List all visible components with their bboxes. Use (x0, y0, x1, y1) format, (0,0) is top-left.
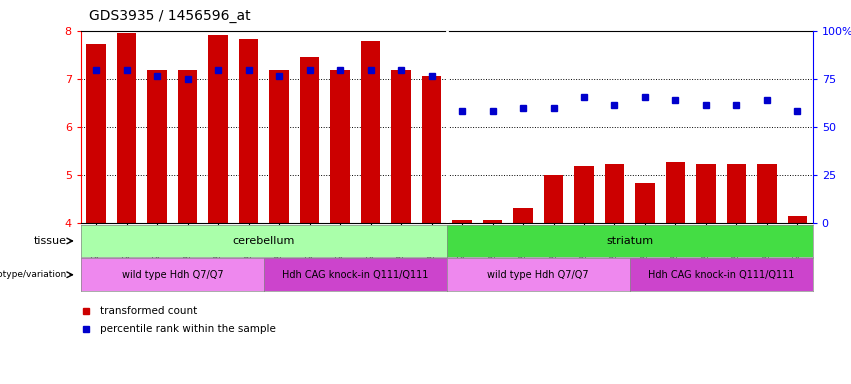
Bar (483, 220, 502, 223)
Bar (757, 164, 777, 223)
Bar (635, 184, 655, 223)
Bar (178, 70, 197, 223)
Bar (238, 40, 259, 223)
Bar (544, 175, 563, 223)
Text: cerebellum: cerebellum (232, 236, 295, 246)
Text: transformed count: transformed count (100, 306, 197, 316)
Text: Hdh CAG knock-in Q111/Q111: Hdh CAG knock-in Q111/Q111 (648, 270, 795, 280)
Bar (361, 41, 380, 223)
Bar (208, 35, 228, 223)
Bar (513, 209, 533, 223)
Bar (391, 70, 411, 223)
Bar (421, 76, 442, 223)
Text: GDS3935 / 1456596_at: GDS3935 / 1456596_at (89, 9, 251, 23)
Bar (452, 220, 472, 223)
Text: Hdh CAG knock-in Q111/Q111: Hdh CAG knock-in Q111/Q111 (282, 270, 429, 280)
Text: tissue: tissue (33, 236, 66, 246)
Text: genotype/variation: genotype/variation (0, 270, 66, 279)
Bar (86, 44, 106, 223)
Text: wild type Hdh Q7/Q7: wild type Hdh Q7/Q7 (488, 270, 589, 280)
Bar (117, 33, 136, 223)
Bar (696, 164, 716, 223)
Bar (727, 164, 746, 223)
Bar (665, 162, 685, 223)
Bar (147, 70, 167, 223)
Text: percentile rank within the sample: percentile rank within the sample (100, 324, 276, 334)
Bar (604, 164, 625, 223)
Text: striatum: striatum (606, 236, 654, 246)
Bar (574, 166, 594, 223)
Bar (300, 57, 319, 223)
Text: wild type Hdh Q7/Q7: wild type Hdh Q7/Q7 (122, 270, 223, 280)
Bar (787, 215, 808, 223)
Bar (330, 70, 350, 223)
Bar (269, 70, 289, 223)
